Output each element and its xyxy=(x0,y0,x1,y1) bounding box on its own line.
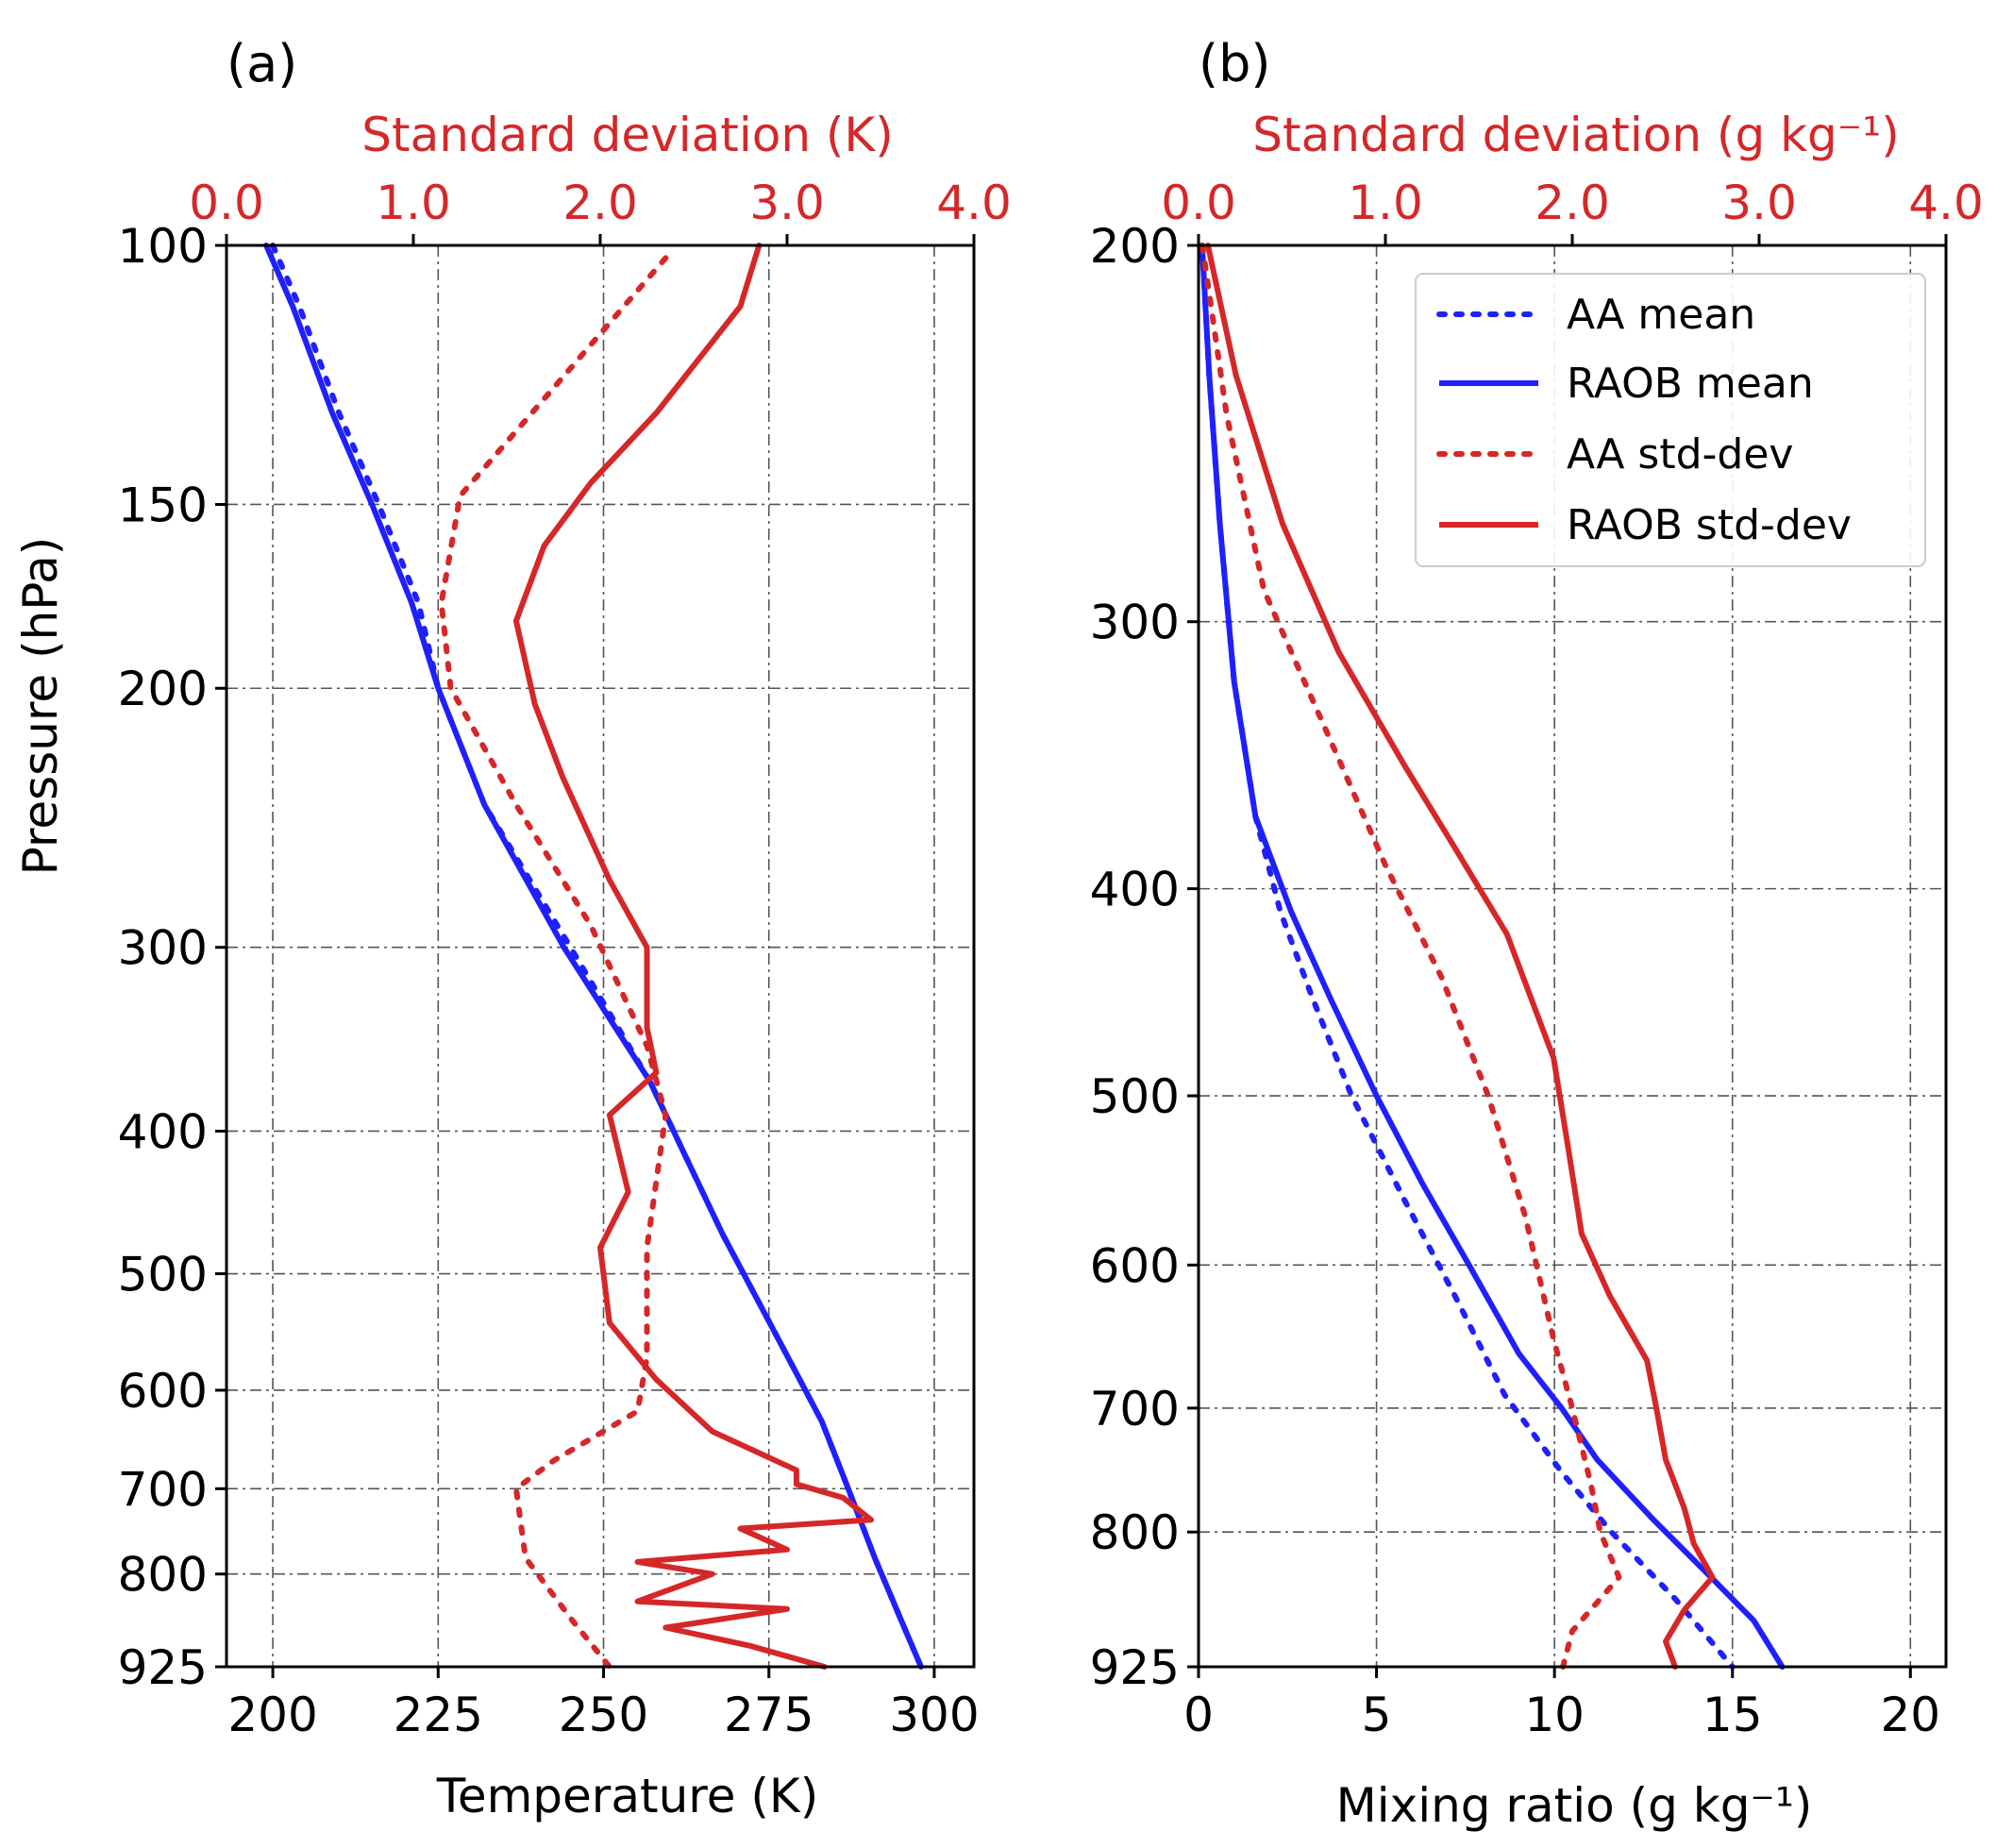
panel-a-series xyxy=(263,243,924,1670)
y-tick-label: 925 xyxy=(118,1640,208,1695)
y-tick-label: 150 xyxy=(118,478,208,532)
x-tick-label: 225 xyxy=(394,1688,483,1742)
top-tick-label: 0.0 xyxy=(1161,176,1236,230)
y-tick-label: 600 xyxy=(118,1364,208,1419)
panel-b-top-axis-title: Standard deviation (g kg⁻¹) xyxy=(1252,108,1899,162)
y-tick-label: 200 xyxy=(118,662,208,716)
panel-a-x-axis-title: Temperature (K) xyxy=(436,1769,818,1823)
top-tick-label: 2.0 xyxy=(1535,176,1610,230)
panel-a-top-axis-title: Standard deviation (K) xyxy=(361,108,893,162)
y-tick-label: 400 xyxy=(1090,863,1180,917)
panel-b-series xyxy=(1199,243,1786,1670)
y-tick-label: 400 xyxy=(118,1104,208,1159)
panel-a-ticks: 100 150 200 300 400 500 600 700 800 925 200 225 250 2… xyxy=(118,176,1012,1742)
y-tick-label: 800 xyxy=(118,1548,208,1603)
series-aa-std-dev xyxy=(438,255,669,1670)
panel-b-legend: AA mean RAOB mean AA std-dev RAOB std-de… xyxy=(1415,273,1926,567)
y-tick-label: 300 xyxy=(1090,596,1180,650)
y-tick-label: 100 xyxy=(118,219,208,274)
panel-b-mixing-ratio: (b) Standard deviation (g kg⁻¹) Mixing r… xyxy=(1090,34,1984,1833)
panel-a-frame xyxy=(225,244,976,1669)
panel-a-grid xyxy=(226,244,974,1668)
series-aa-mean xyxy=(270,243,924,1670)
y-tick-label: 700 xyxy=(1090,1382,1180,1436)
x-tick-label: 250 xyxy=(559,1688,648,1742)
legend-label-aa-stddev: AA std-dev xyxy=(1567,430,1793,479)
series-raob-mean xyxy=(1199,243,1786,1670)
panel-a-temperature: (a) Standard deviation (K) Temperature (… xyxy=(13,34,1012,1823)
x-tick-label: 15 xyxy=(1703,1688,1763,1742)
legend-label-raob-mean: RAOB mean xyxy=(1567,360,1814,408)
x-tick-label: 0 xyxy=(1183,1688,1214,1742)
series-aa-std-dev xyxy=(1199,243,1622,1670)
legend-label-aa-mean: AA mean xyxy=(1567,291,1755,339)
panel-a-y-axis-title: Pressure (hPa) xyxy=(13,537,68,876)
panel-b-label: (b) xyxy=(1199,34,1270,93)
series-raob-std-dev xyxy=(1204,243,1716,1670)
y-tick-label: 925 xyxy=(1090,1640,1180,1695)
top-tick-label: 3.0 xyxy=(1721,176,1797,230)
x-tick-label: 300 xyxy=(889,1688,979,1742)
y-tick-label: 800 xyxy=(1090,1505,1180,1560)
y-tick-label: 700 xyxy=(118,1462,208,1517)
top-tick-label: 1.0 xyxy=(1348,176,1423,230)
legend-frame xyxy=(1415,273,1926,567)
y-tick-label: 600 xyxy=(1090,1238,1180,1293)
panel-a-label: (a) xyxy=(226,34,297,93)
x-tick-label: 20 xyxy=(1880,1688,1940,1742)
legend-label-raob-stddev: RAOB std-dev xyxy=(1567,501,1852,549)
y-tick-label: 200 xyxy=(1090,219,1180,274)
x-tick-label: 5 xyxy=(1362,1688,1392,1742)
x-tick-label: 200 xyxy=(227,1688,317,1742)
top-tick-label: 4.0 xyxy=(936,176,1012,230)
x-tick-label: 275 xyxy=(724,1688,814,1742)
y-tick-label: 300 xyxy=(118,921,208,976)
series-raob-mean xyxy=(263,243,924,1670)
top-tick-label: 1.0 xyxy=(376,176,451,230)
y-tick-label: 500 xyxy=(1090,1069,1180,1124)
top-tick-label: 2.0 xyxy=(562,176,638,230)
x-tick-label: 10 xyxy=(1524,1688,1585,1742)
top-tick-label: 4.0 xyxy=(1908,176,1984,230)
top-tick-label: 0.0 xyxy=(189,176,264,230)
series-raob-std-dev xyxy=(512,243,875,1670)
top-tick-label: 3.0 xyxy=(749,176,825,230)
y-tick-label: 500 xyxy=(118,1248,208,1302)
panel-b-x-axis-title: Mixing ratio (g kg⁻¹) xyxy=(1336,1778,1813,1833)
